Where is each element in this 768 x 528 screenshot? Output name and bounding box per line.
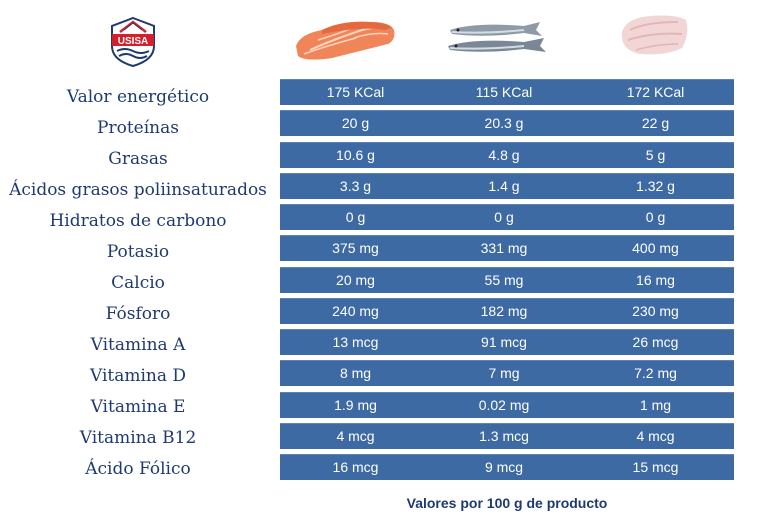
table-cell: 13 mcg [332, 334, 379, 350]
table-cell: 240 mg [332, 302, 379, 319]
table-cell: 7 mg [488, 365, 520, 382]
nutrient-label: Fósforo [105, 304, 171, 324]
table-cell: 230 mg [632, 302, 679, 319]
table-row: 20 mg 55 mg 16 mg [280, 266, 734, 293]
table-row: 1.9 mg 0.02 mg 1 mg [280, 391, 734, 418]
table-cell: 22 g [641, 115, 670, 132]
nutrient-label: Ácido Fólico [85, 459, 191, 479]
nutrient-label: Proteínas [97, 118, 179, 138]
table-cell: 1.3 mcg [479, 427, 529, 444]
nutrient-table: 175 KCal 115 KCal 172 KCal 20 g 20.3 g 22 g 10… [280, 79, 734, 485]
table-cell: 26 mcg [632, 334, 679, 350]
nutrient-label: Hidratos de carbono [49, 211, 227, 231]
table-cell: 331 mg [480, 240, 528, 257]
sardines-icon [448, 22, 546, 52]
table-cell: 4 mcg [636, 427, 675, 444]
tuna-loin-icon [621, 15, 688, 55]
table-cell: 1 mg [639, 396, 672, 413]
table-cell: 10.6 g [336, 146, 375, 163]
table-row: 4 mcg 1.3 mcg 4 mcg [280, 422, 734, 449]
nutrient-label: Valor energético [66, 87, 210, 107]
nutrient-labels: Valor energético Proteínas Grasas Ácidos gr… [0, 80, 276, 483]
table-cell: 0.02 mg [478, 396, 530, 413]
logo-text: USISA [118, 36, 149, 47]
table-row: 13 mcg 91 mcg 26 mcg [280, 329, 734, 355]
table-cell: 20.3 g [484, 115, 524, 132]
table-row: 375 mg 331 mg 400 mg [280, 235, 734, 262]
table-cell: 0 g [494, 209, 514, 225]
table-cell: 1.4 g [488, 177, 520, 194]
table-cell: 55 mg [484, 271, 524, 288]
footnote: Valores por 100 g de producto [406, 495, 608, 511]
nutrient-label: Vitamina D [89, 366, 187, 386]
table-cell: 16 mg [636, 271, 675, 288]
table-cell: 5 g [645, 146, 666, 163]
table-cell: 20 mg [336, 271, 375, 288]
table-cell: 115 KCal [475, 84, 533, 100]
table-row: 8 mg 7 mg 7.2 mg [280, 360, 734, 387]
table-cell: 20 g [341, 115, 370, 132]
table-cell: 175 KCal [326, 84, 385, 100]
table-cell: 375 mg [332, 240, 379, 257]
nutrient-label: Vitamina B12 [79, 428, 197, 448]
table-cell: 15 mcg [632, 459, 679, 475]
table-row: 3.3 g 1.4 g 1.32 g [280, 172, 734, 199]
table-cell: 4.8 g [488, 146, 520, 163]
table-row: 20 g 20.3 g 22 g [280, 110, 734, 137]
nutrient-label: Grasas [108, 149, 168, 169]
table-row: 175 KCal 115 KCal 172 KCal [280, 79, 734, 105]
salmon-fillet-icon [296, 21, 395, 60]
table-cell: 1.9 mg [334, 396, 377, 413]
table-cell: 1.32 g [636, 177, 675, 194]
table-cell: 182 mg [480, 302, 528, 319]
table-cell: 4 mcg [336, 427, 375, 444]
nutrient-label: Ácidos grasos poliinsaturados [9, 180, 267, 200]
table-row: 16 mcg 9 mcg 15 mcg [280, 454, 734, 480]
table-cell: 3.3 g [339, 177, 372, 194]
table-row: 240 mg 182 mg 230 mg [280, 297, 734, 324]
table-cell: 9 mcg [484, 459, 524, 475]
nutrient-label: Vitamina E [90, 397, 186, 417]
table-cell: 8 mg [339, 365, 372, 382]
table-cell: 400 mg [632, 240, 679, 257]
table-cell: 7.2 mg [634, 365, 677, 382]
table-cell: 172 KCal [626, 84, 685, 100]
table-cell: 0 g [645, 209, 666, 225]
nutrient-label: Potasio [106, 242, 170, 262]
table-cell: 91 mcg [481, 334, 527, 350]
table-row: 10.6 g 4.8 g 5 g [280, 141, 734, 168]
nutrient-label: Vitamina A [90, 335, 186, 355]
table-cell: 0 g [345, 209, 366, 225]
table-cell: 16 mcg [332, 459, 379, 475]
table-row: 0 g 0 g 0 g [280, 204, 734, 230]
usisa-logo-icon: USISA [111, 16, 155, 68]
nutrient-label: Calcio [111, 273, 165, 293]
